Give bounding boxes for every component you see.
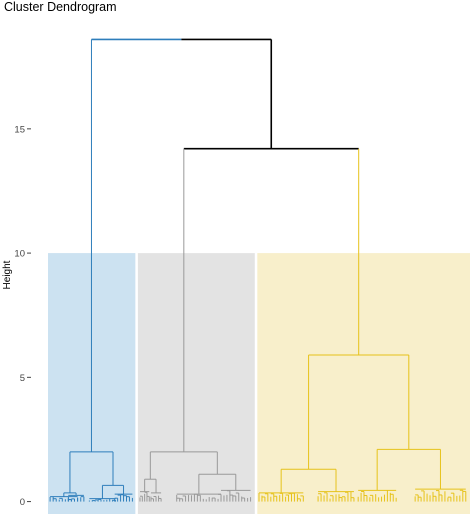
cluster-band-cluster_3 — [257, 253, 470, 514]
y-tick-label: 10 — [14, 249, 25, 260]
y-tick-label: 15 — [14, 124, 25, 135]
y-tick-label: 5 — [20, 373, 25, 384]
dendrogram-branches — [49, 38, 467, 502]
cluster-bands — [48, 253, 470, 514]
cluster-band-cluster_2 — [137, 253, 255, 514]
chart-title: Cluster Dendrogram — [4, 0, 117, 14]
y-axis: 0 5 10 15 — [14, 124, 31, 508]
y-tick-label: 0 — [20, 497, 25, 508]
y-axis-label: Height — [2, 260, 13, 289]
